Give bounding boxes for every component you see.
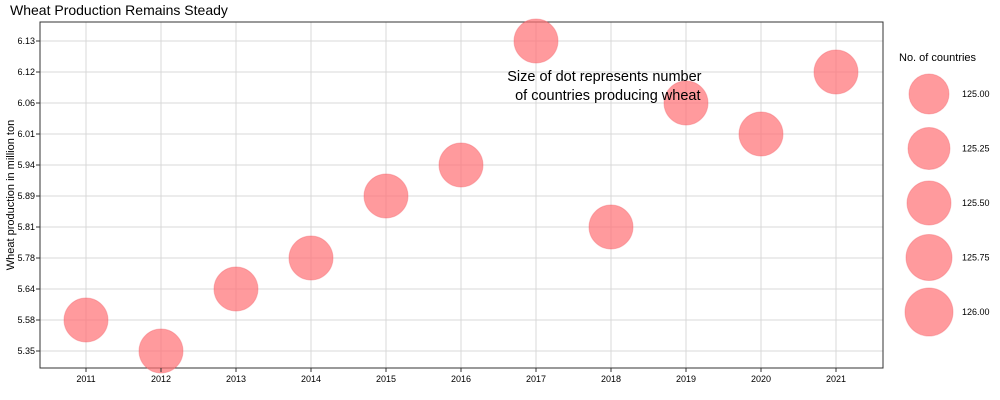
- y-tick-label: 5.35: [17, 346, 35, 356]
- data-point: [438, 142, 484, 188]
- data-point: [513, 18, 559, 64]
- x-tick-label: 2014: [301, 374, 321, 384]
- chart-annotation: Size of dot represents number of countri…: [507, 69, 701, 104]
- legend-size-swatch: [905, 234, 953, 281]
- legend-size-swatch: [904, 287, 954, 337]
- y-tick-label: 6.12: [17, 67, 35, 77]
- data-points: [63, 18, 859, 374]
- annotation-line-2: of countries producing wheat: [515, 88, 700, 104]
- y-tick-label: 5.94: [17, 160, 35, 170]
- data-point: [213, 266, 259, 312]
- legend-size-label: 125.75: [962, 253, 990, 263]
- legend-size-label: 126.00: [962, 307, 990, 317]
- data-point: [813, 49, 859, 95]
- y-tick-label: 6.06: [17, 98, 35, 108]
- x-tick-label: 2011: [76, 374, 95, 384]
- x-tick-label: 2012: [151, 374, 171, 384]
- chart-title: Wheat Production Remains Steady: [10, 2, 228, 18]
- data-point: [63, 297, 109, 343]
- x-tick-label: 2021: [826, 374, 846, 384]
- legend-title: No. of countries: [899, 52, 977, 64]
- data-point: [363, 173, 409, 219]
- legend-items: 125.00 125.25 125.50 125.75 126.00: [904, 73, 990, 337]
- annotation-line-1: Size of dot represents number: [507, 69, 701, 85]
- y-axis-ticks: 5.35 5.58 5.64 5.78 5.81 5.89 5.94 6.01 6.06 6.12…: [17, 36, 40, 356]
- data-point: [288, 235, 334, 281]
- y-tick-label: 5.89: [17, 191, 35, 201]
- data-point: [663, 80, 709, 126]
- legend-size-swatch: [906, 180, 952, 226]
- data-point: [138, 328, 184, 374]
- y-tick-label: 5.64: [17, 284, 35, 294]
- y-tick-label: 5.81: [17, 222, 35, 232]
- x-tick-label: 2017: [526, 374, 546, 384]
- data-point: [588, 204, 634, 250]
- x-tick-label: 2020: [751, 374, 771, 384]
- data-point: [738, 111, 784, 157]
- y-tick-label: 6.01: [17, 129, 35, 139]
- legend-size-swatch: [907, 127, 951, 170]
- y-tick-label: 5.78: [17, 253, 35, 263]
- legend-size-label: 125.50: [962, 198, 990, 208]
- y-axis-title: Wheat production in million ton: [5, 120, 17, 270]
- y-tick-label: 5.58: [17, 315, 35, 325]
- legend-size-swatch: [908, 73, 950, 115]
- x-tick-label: 2019: [676, 374, 696, 384]
- gridlines: [40, 22, 883, 368]
- x-tick-label: 2013: [226, 374, 246, 384]
- x-axis-ticks: 2011 2012 2013 2014 2015 2016 2017 2018 2019 2020…: [76, 368, 846, 384]
- legend-size-label: 125.00: [962, 89, 990, 99]
- x-tick-label: 2015: [376, 374, 396, 384]
- x-tick-label: 2016: [451, 374, 471, 384]
- x-tick-label: 2018: [601, 374, 621, 384]
- y-tick-label: 6.13: [17, 36, 35, 46]
- legend-size-label: 125.25: [962, 144, 990, 154]
- size-legend: No. of countries 125.00 125.25 125.50 125.7…: [899, 52, 990, 337]
